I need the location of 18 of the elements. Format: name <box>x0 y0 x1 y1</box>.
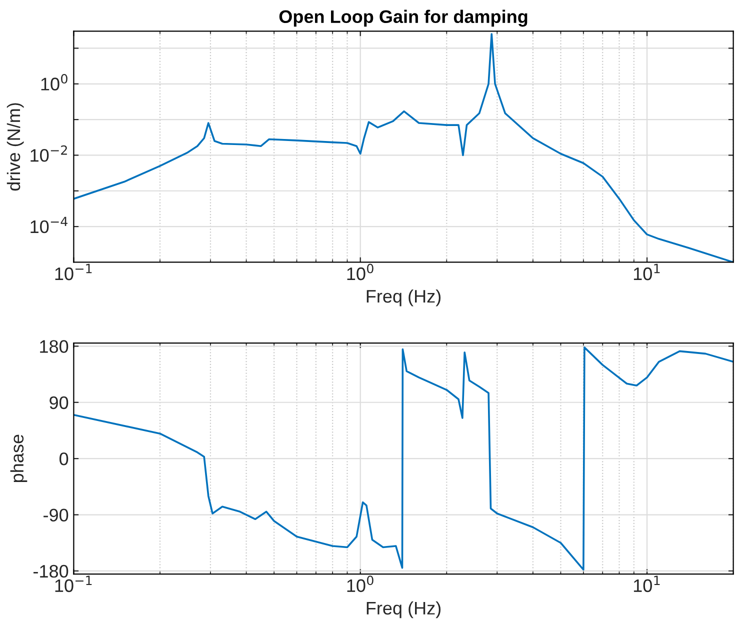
y-tick-label: 0 <box>60 452 68 466</box>
y-axis-title: drive (N/m) <box>6 103 24 191</box>
y-tick-label: 10$^{−2}$ <box>30 145 67 162</box>
x-tick-label: 10$^{1}$ <box>634 264 660 280</box>
x-tick-label: 10$^{−1}$ <box>55 264 92 280</box>
y-tick-label: 10$^{−4}$ <box>30 216 68 234</box>
x-tick-label: 10$^{1}$ <box>634 576 660 592</box>
x-axis-title: Freq (Hz) <box>366 289 441 306</box>
y-tick-label: 90 <box>50 396 68 410</box>
y-axis-title: phase <box>10 434 28 482</box>
chart-title: Open Loop Gain for damping <box>279 10 528 27</box>
y-tick-label: -90 <box>44 508 68 522</box>
x-axis-title: Freq (Hz) <box>366 601 441 618</box>
x-tick-label: 10$^{0}$ <box>347 576 374 592</box>
y-tick-label: 10$^{0}$ <box>41 74 68 90</box>
y-tick-label: 180 <box>40 340 68 353</box>
x-tick-label: 10$^{0}$ <box>347 264 374 280</box>
y-tick-label: -180 <box>34 564 68 578</box>
